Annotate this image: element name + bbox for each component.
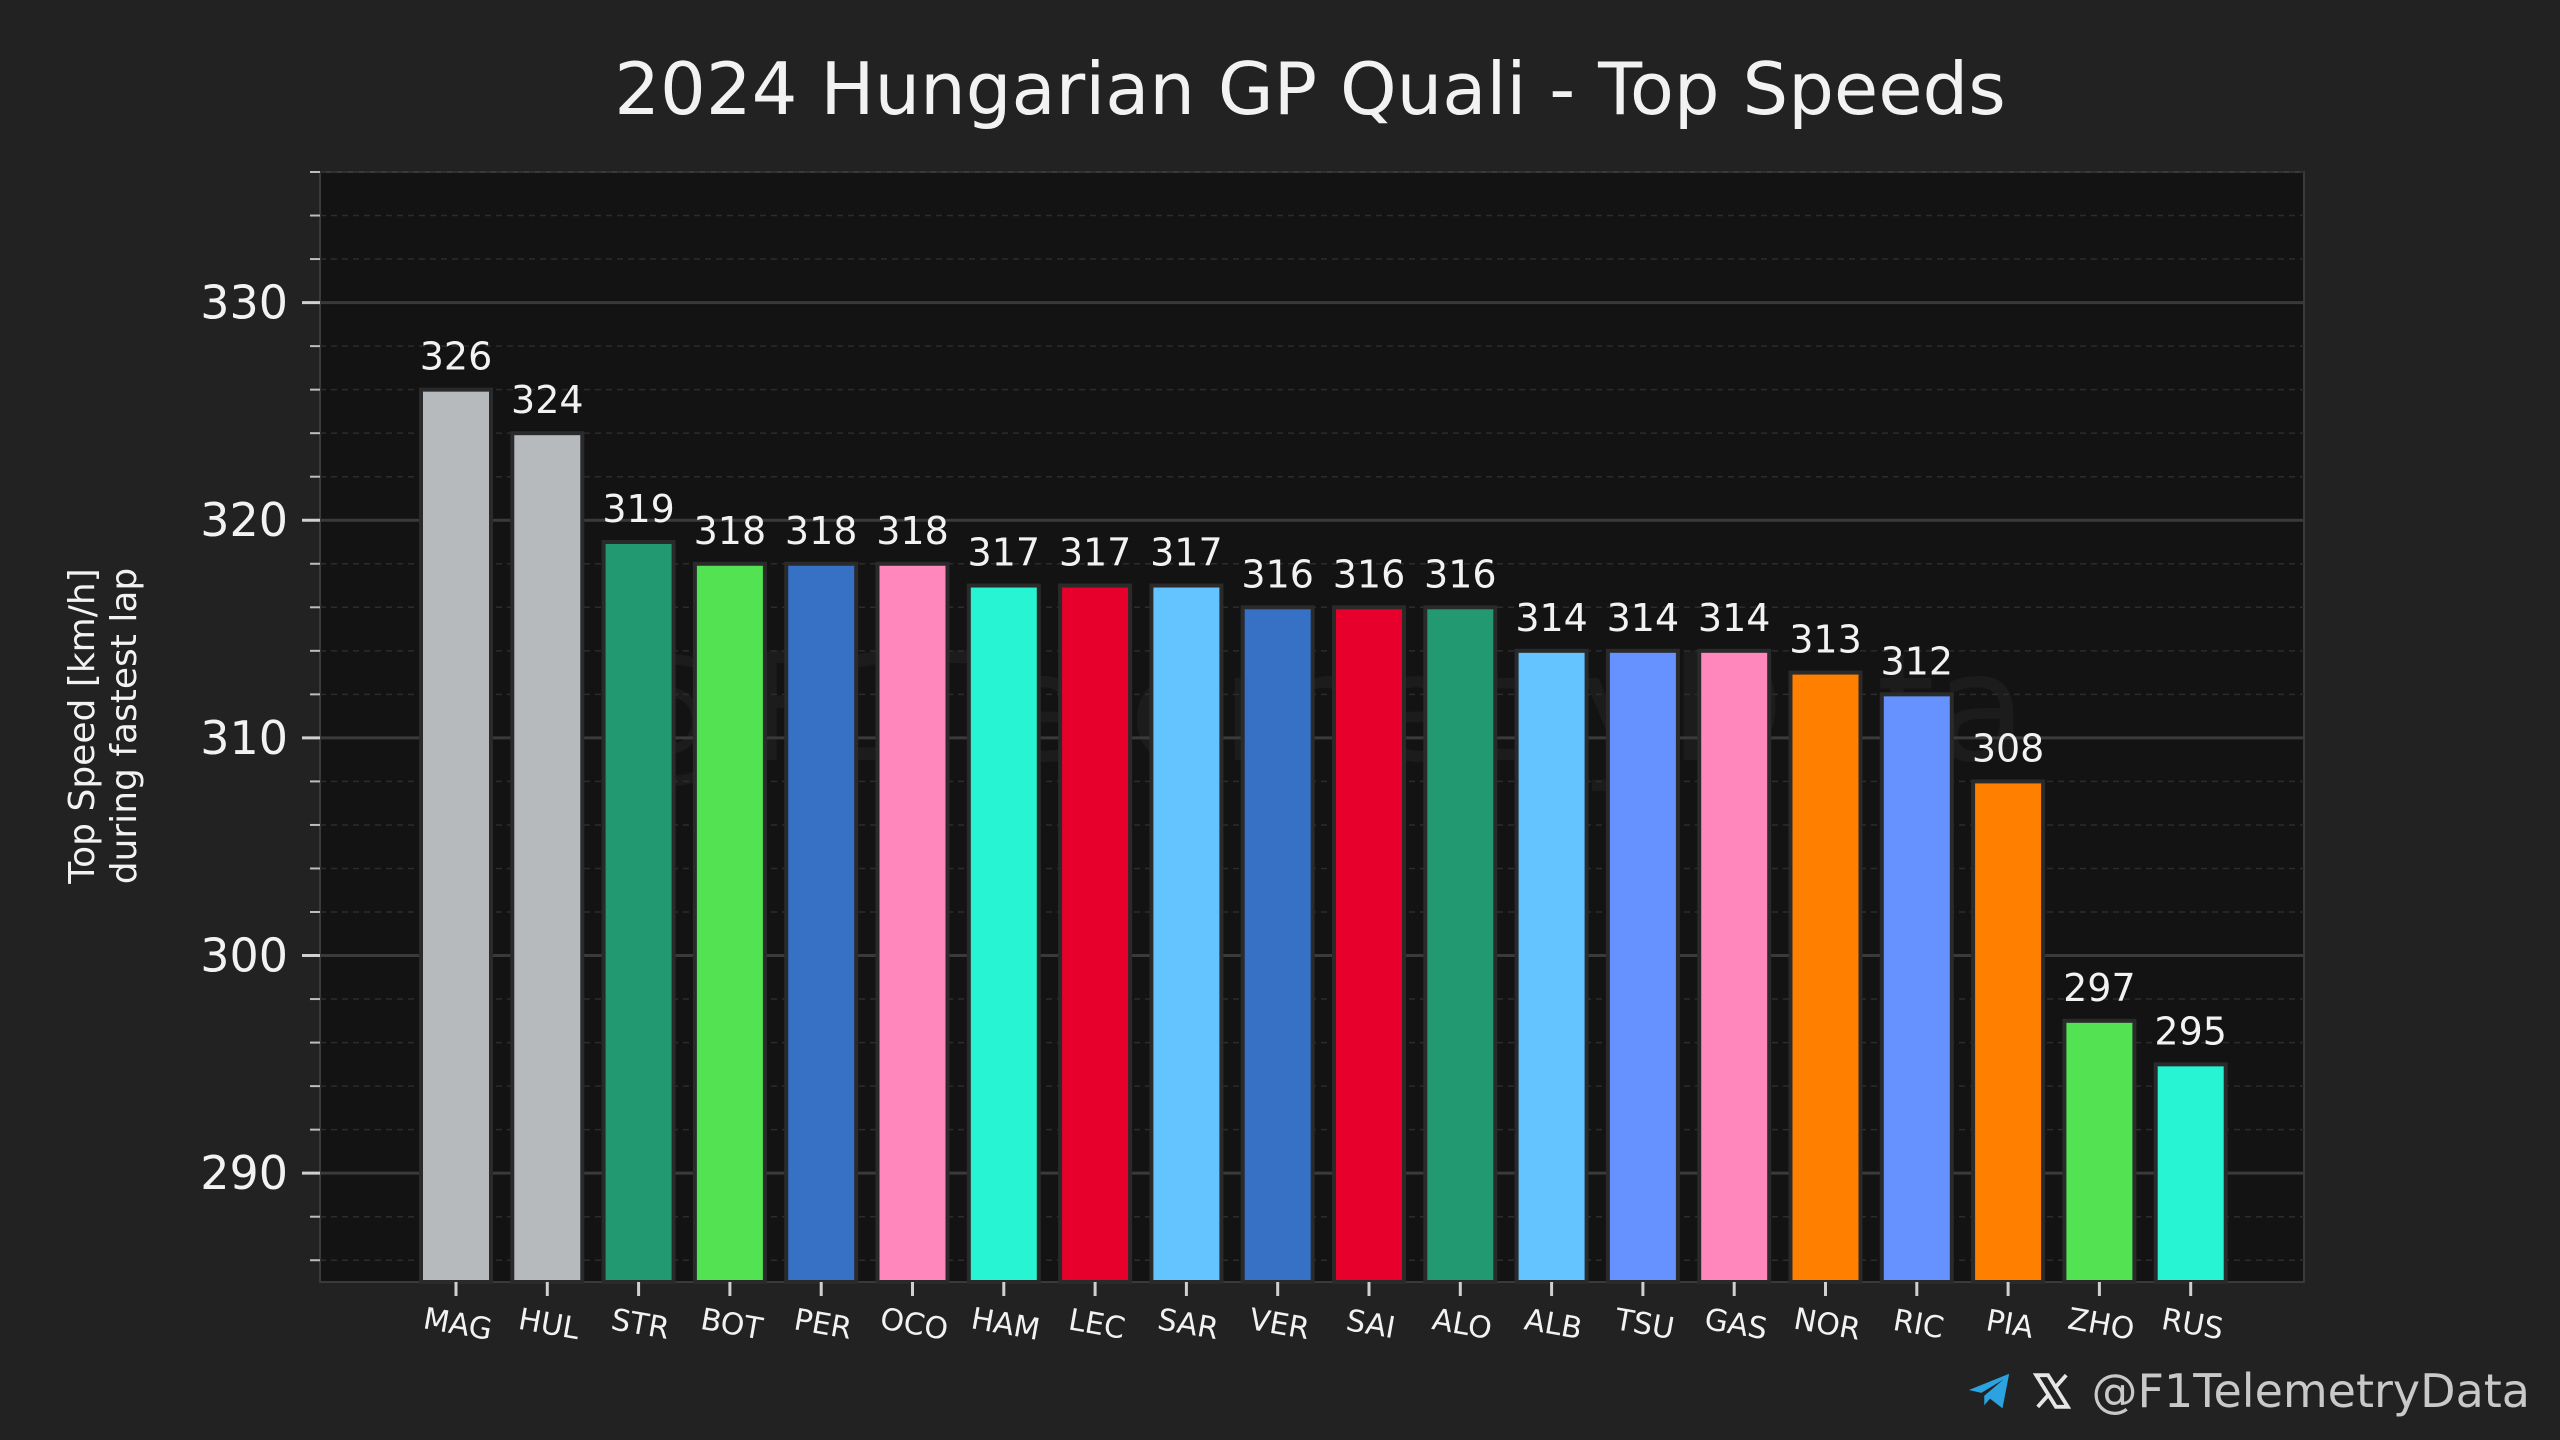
bar-rus [2153, 1062, 2228, 1284]
x-tick-label: OCO [878, 1301, 951, 1347]
bar-value-label: 312 [1881, 639, 1954, 683]
bar-mag [419, 387, 493, 1285]
x-tick-label: NOR [1791, 1302, 1863, 1348]
y-tick-label: 320 [200, 493, 288, 547]
bar-value-label: 319 [602, 487, 675, 531]
x-tick-label: PER [791, 1302, 854, 1347]
footer: @F1TelemetryData [1967, 1356, 2530, 1426]
x-tick-label: ALB [1522, 1302, 1585, 1347]
bars: 326 324 319 318 318 318 317 317 317 316 316 316 314 3… [419, 335, 2228, 1285]
x-tick-label: PIA [1983, 1303, 2036, 1346]
x-tick-label: VER [1247, 1302, 1312, 1347]
y-tick-label: 330 [200, 276, 288, 330]
bar-per [784, 561, 859, 1284]
x-tick-label: RUS [2159, 1302, 2226, 1347]
bar-sai [1332, 605, 1406, 1284]
bar-value-label: 313 [1789, 618, 1862, 662]
bar-gas [1697, 648, 1772, 1284]
bar-value-label: 314 [1698, 596, 1771, 640]
bar-value-label: 324 [511, 378, 584, 422]
x-tick-label: ALO [1429, 1302, 1494, 1347]
x-tick-label: HAM [968, 1301, 1042, 1347]
x-tick-label: STR [609, 1302, 672, 1347]
bar-alo [1423, 605, 1498, 1284]
bar-bot [692, 561, 767, 1284]
bar-value-label: 316 [1424, 552, 1497, 596]
bar-value-label: 317 [1059, 531, 1132, 575]
bar-value-label: 316 [1333, 552, 1406, 596]
bar-value-label: 317 [1150, 531, 1223, 575]
bar-oco [875, 561, 950, 1284]
bar-ham [966, 583, 1041, 1284]
y-axis: 290 300 310 320 330 [200, 171, 320, 1262]
footer-handle[interactable]: @F1TelemetryData [2091, 1364, 2530, 1418]
x-tick-label: SAR [1155, 1302, 1221, 1347]
bar-alb [1514, 648, 1589, 1284]
x-tick-label: GAS [1702, 1302, 1770, 1347]
bar-value-label: 295 [2154, 1009, 2227, 1053]
bar-ver [1240, 605, 1315, 1284]
bar-value-label: 318 [694, 509, 767, 553]
bar-ric [1879, 692, 1954, 1284]
bar-sar [1149, 583, 1224, 1284]
bar-pia [1971, 779, 2046, 1284]
bar-value-label: 314 [1607, 596, 1680, 640]
telegram-icon[interactable] [1967, 1371, 2013, 1411]
bar-zho [2062, 1018, 2137, 1285]
bar-value-label: 308 [1972, 726, 2045, 770]
x-axis: MAG HUL STR BOT PER OCO HAM LEC SAR VER SAI ALO ALB T… [421, 1282, 2226, 1348]
bar-value-label: 326 [420, 335, 493, 379]
x-tick-label: MAG [421, 1301, 495, 1347]
bar-lec [1058, 583, 1133, 1284]
x-logo-icon[interactable] [2033, 1372, 2072, 1410]
bar-value-label: 316 [1241, 552, 1314, 596]
bar-value-label: 318 [785, 509, 858, 553]
bar-value-label: 318 [876, 509, 949, 553]
bar-value-label: 297 [2063, 966, 2136, 1010]
x-tick-label: TSU [1611, 1302, 1676, 1347]
bar-value-label: 314 [1515, 596, 1588, 640]
x-tick-label: RIC [1890, 1303, 1946, 1346]
y-tick-label: 290 [200, 1146, 288, 1200]
x-tick-label: BOT [698, 1302, 766, 1347]
y-axis-label-line2: during fastest lap [104, 568, 145, 885]
chart-title: 2024 Hungarian GP Quali - Top Speeds [614, 47, 2005, 131]
y-tick-label: 300 [200, 929, 288, 983]
y-axis-label-line1: Top Speed [km/h] [62, 568, 103, 884]
bar-nor [1788, 670, 1863, 1284]
bar-value-label: 317 [968, 531, 1041, 575]
x-tick-label: LEC [1066, 1302, 1128, 1346]
x-tick-label: SAI [1343, 1303, 1397, 1346]
bar-hul [510, 431, 585, 1285]
y-tick-label: 310 [200, 711, 288, 765]
bar-str [601, 540, 676, 1284]
bar-tsu [1605, 648, 1680, 1284]
x-tick-label: ZHO [2065, 1302, 2137, 1348]
x-tick-label: HUL [516, 1302, 583, 1347]
